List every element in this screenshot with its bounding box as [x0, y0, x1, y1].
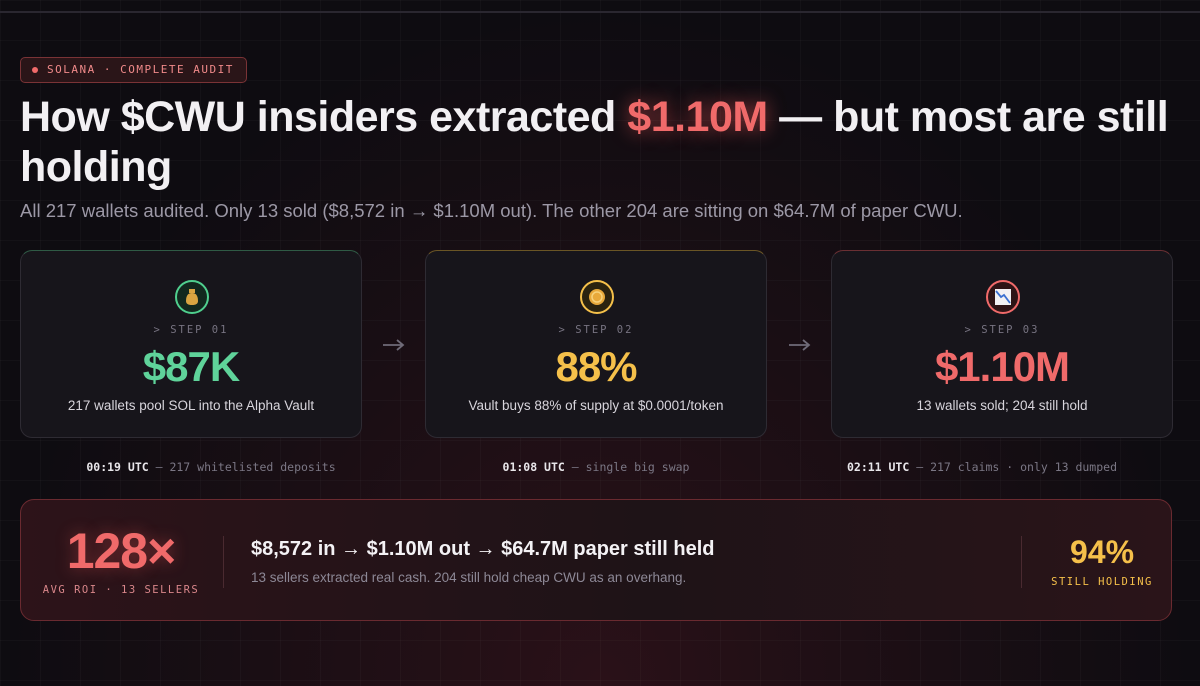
icon [175, 280, 209, 314]
step-label: > STEP 03 [964, 324, 1040, 336]
summary-headline: $8,572 in → $1.10M out → $64.7M paper st… [251, 538, 715, 560]
title-highlight: $1.10M [627, 93, 768, 141]
step-label: > STEP 01 [153, 324, 229, 336]
step-value: $1.10M [934, 343, 1070, 390]
divider [223, 536, 224, 588]
time: 01:08 UTC [502, 460, 565, 474]
time: 00:19 UTC [86, 460, 149, 474]
arrow [383, 339, 405, 351]
roi-value: 128× [66, 523, 177, 579]
roi-label: AVG ROI · 13 SELLERS [42, 584, 200, 596]
step-label: > STEP 02 [558, 324, 634, 336]
top-divider [0, 11, 1200, 13]
step-card: > STEP 01 $87K 217 wallets pool SOL into… [20, 250, 362, 438]
holding-value: 94% [1069, 534, 1135, 570]
step-card: > STEP 02 88% Vault buys 88% of supply a… [425, 250, 767, 438]
badge: SOLANA · COMPLETE AUDIT [20, 57, 247, 83]
summary-detail: 13 sellers extracted real cash. 204 stil… [251, 570, 687, 585]
timeline-entry: 02:11 UTC — 217 claims · only 13 dumped [811, 460, 1153, 474]
title-text: — but most are still holding [20, 93, 1169, 191]
step-card: > STEP 03 $1.10M 13 wallets sold; 204 st… [831, 250, 1173, 438]
time-note: — 217 claims · only 13 dumped [916, 460, 1118, 474]
divider [1021, 536, 1022, 588]
icon [986, 280, 1020, 314]
subtitle: All 217 wallets audited. Only 13 sold ($… [20, 200, 963, 221]
step-description: 217 wallets pool SOL into the Alpha Vaul… [67, 398, 315, 413]
step-value: 88% [555, 343, 637, 390]
summary-panel: 128× AVG ROI · 13 SELLERS $8,572 in → $1… [20, 499, 1172, 621]
step-description: Vault buys 88% of supply at $0.0001/toke… [468, 398, 724, 413]
time-note: — single big swap [571, 460, 690, 474]
title: How $CWU insiders extracted $1.10M — but… [20, 92, 1180, 192]
arrow [789, 339, 811, 351]
time: 02:11 UTC [846, 460, 910, 474]
title-text: How $CWU insiders extracted [20, 93, 628, 141]
timeline-entry: 00:19 UTC — 217 whitelisted deposits [40, 460, 382, 474]
icon [580, 280, 614, 314]
step-description: 13 wallets sold; 204 still hold [916, 398, 1088, 413]
time-note: — 217 whitelisted deposits [155, 460, 336, 474]
timeline-entry: 01:08 UTC — single big swap [425, 460, 767, 474]
step-value: $87K [142, 343, 240, 390]
holding-label: STILL HOLDING [1051, 576, 1153, 588]
